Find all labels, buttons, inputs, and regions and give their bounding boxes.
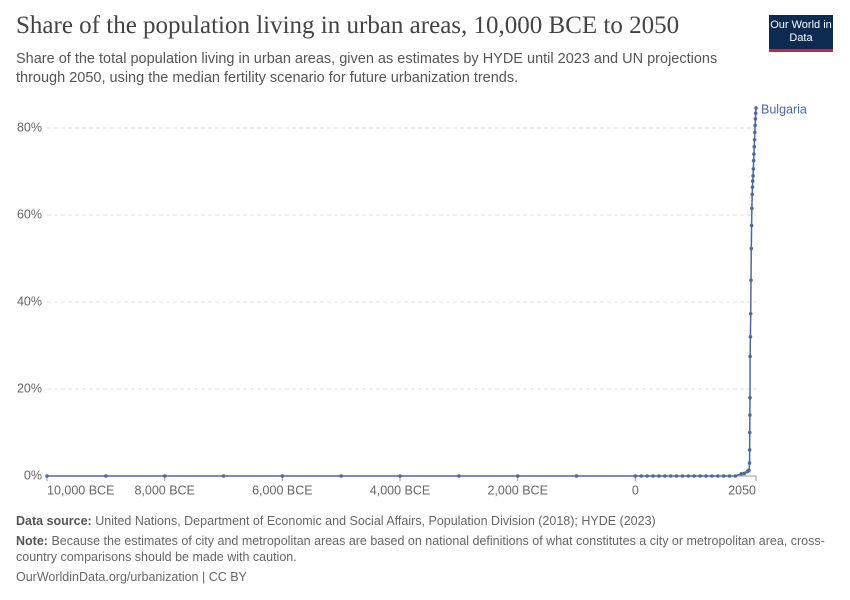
logo[interactable]: Our World in Data bbox=[769, 15, 833, 52]
point bbox=[657, 474, 661, 478]
line bbox=[47, 107, 757, 477]
point bbox=[750, 192, 754, 197]
point bbox=[339, 474, 343, 478]
point bbox=[710, 474, 714, 478]
x-tick-label: 2050 bbox=[728, 483, 756, 497]
source: Data source: United Nations, Department … bbox=[16, 513, 826, 529]
point bbox=[733, 474, 738, 478]
source-label: Data source: bbox=[16, 514, 92, 528]
point bbox=[727, 474, 732, 478]
point bbox=[752, 152, 756, 156]
point bbox=[749, 278, 753, 283]
point bbox=[280, 474, 285, 478]
point bbox=[750, 206, 754, 211]
series-label: Bulgaria bbox=[761, 102, 807, 116]
point bbox=[668, 474, 673, 478]
note-label: Note: bbox=[16, 534, 48, 548]
point bbox=[749, 246, 754, 251]
x-tick-label: 8,000 BCE bbox=[134, 483, 194, 497]
source-text: United Nations, Department of Economic a… bbox=[95, 514, 656, 528]
point bbox=[748, 311, 753, 316]
point bbox=[753, 111, 758, 116]
chart-subtitle: Share of the total population living in … bbox=[16, 51, 718, 86]
point bbox=[753, 123, 757, 128]
point bbox=[749, 223, 754, 228]
point bbox=[663, 474, 667, 478]
point bbox=[674, 474, 679, 478]
point bbox=[750, 179, 755, 183]
y-tick-label: 60% bbox=[17, 207, 42, 221]
point bbox=[45, 474, 49, 478]
x-tick-label: 0 bbox=[632, 483, 639, 497]
point bbox=[752, 144, 757, 149]
point bbox=[748, 413, 752, 417]
point bbox=[680, 474, 685, 478]
point bbox=[739, 472, 744, 476]
point bbox=[398, 474, 402, 478]
x-tick-label: 4,000 BCE bbox=[370, 483, 430, 497]
point bbox=[748, 354, 752, 359]
x-tick-label: 6,000 BCE bbox=[252, 483, 312, 497]
x-tick-label: 10,000 BCE bbox=[47, 483, 114, 497]
point bbox=[754, 106, 758, 110]
point bbox=[748, 395, 752, 400]
point bbox=[651, 474, 655, 478]
point bbox=[692, 474, 697, 478]
point bbox=[753, 117, 758, 121]
y-tick-label: 80% bbox=[17, 120, 42, 134]
point bbox=[751, 158, 756, 163]
chart-title: Share of the population living in urban … bbox=[16, 12, 680, 39]
y-tick-label: 40% bbox=[17, 294, 42, 308]
y-tick-label: 0% bbox=[24, 468, 42, 482]
point bbox=[715, 474, 720, 478]
point bbox=[747, 448, 752, 452]
point bbox=[747, 468, 751, 473]
point bbox=[574, 474, 579, 478]
point bbox=[704, 474, 708, 478]
note: Note: Because the estimates of city and … bbox=[16, 533, 826, 565]
point bbox=[221, 474, 226, 478]
point bbox=[751, 167, 756, 171]
point bbox=[104, 474, 108, 478]
point bbox=[633, 474, 638, 478]
point bbox=[747, 430, 752, 435]
point bbox=[748, 335, 753, 339]
footer[interactable]: OurWorldinData.org/urbanization | CC BY bbox=[16, 570, 247, 584]
point bbox=[639, 474, 644, 478]
point bbox=[698, 474, 702, 478]
point bbox=[753, 130, 757, 135]
point bbox=[752, 137, 757, 142]
point bbox=[721, 474, 726, 478]
note-text: Because the estimates of city and metrop… bbox=[16, 534, 825, 564]
point bbox=[742, 471, 747, 476]
point bbox=[686, 474, 691, 478]
point bbox=[645, 474, 649, 478]
point bbox=[457, 474, 461, 478]
point bbox=[751, 174, 755, 178]
point bbox=[750, 185, 755, 189]
point bbox=[747, 461, 752, 465]
y-tick-label: 20% bbox=[17, 381, 42, 395]
point bbox=[162, 474, 167, 478]
point bbox=[515, 474, 520, 478]
x-tick-label: 2,000 BCE bbox=[487, 483, 547, 497]
